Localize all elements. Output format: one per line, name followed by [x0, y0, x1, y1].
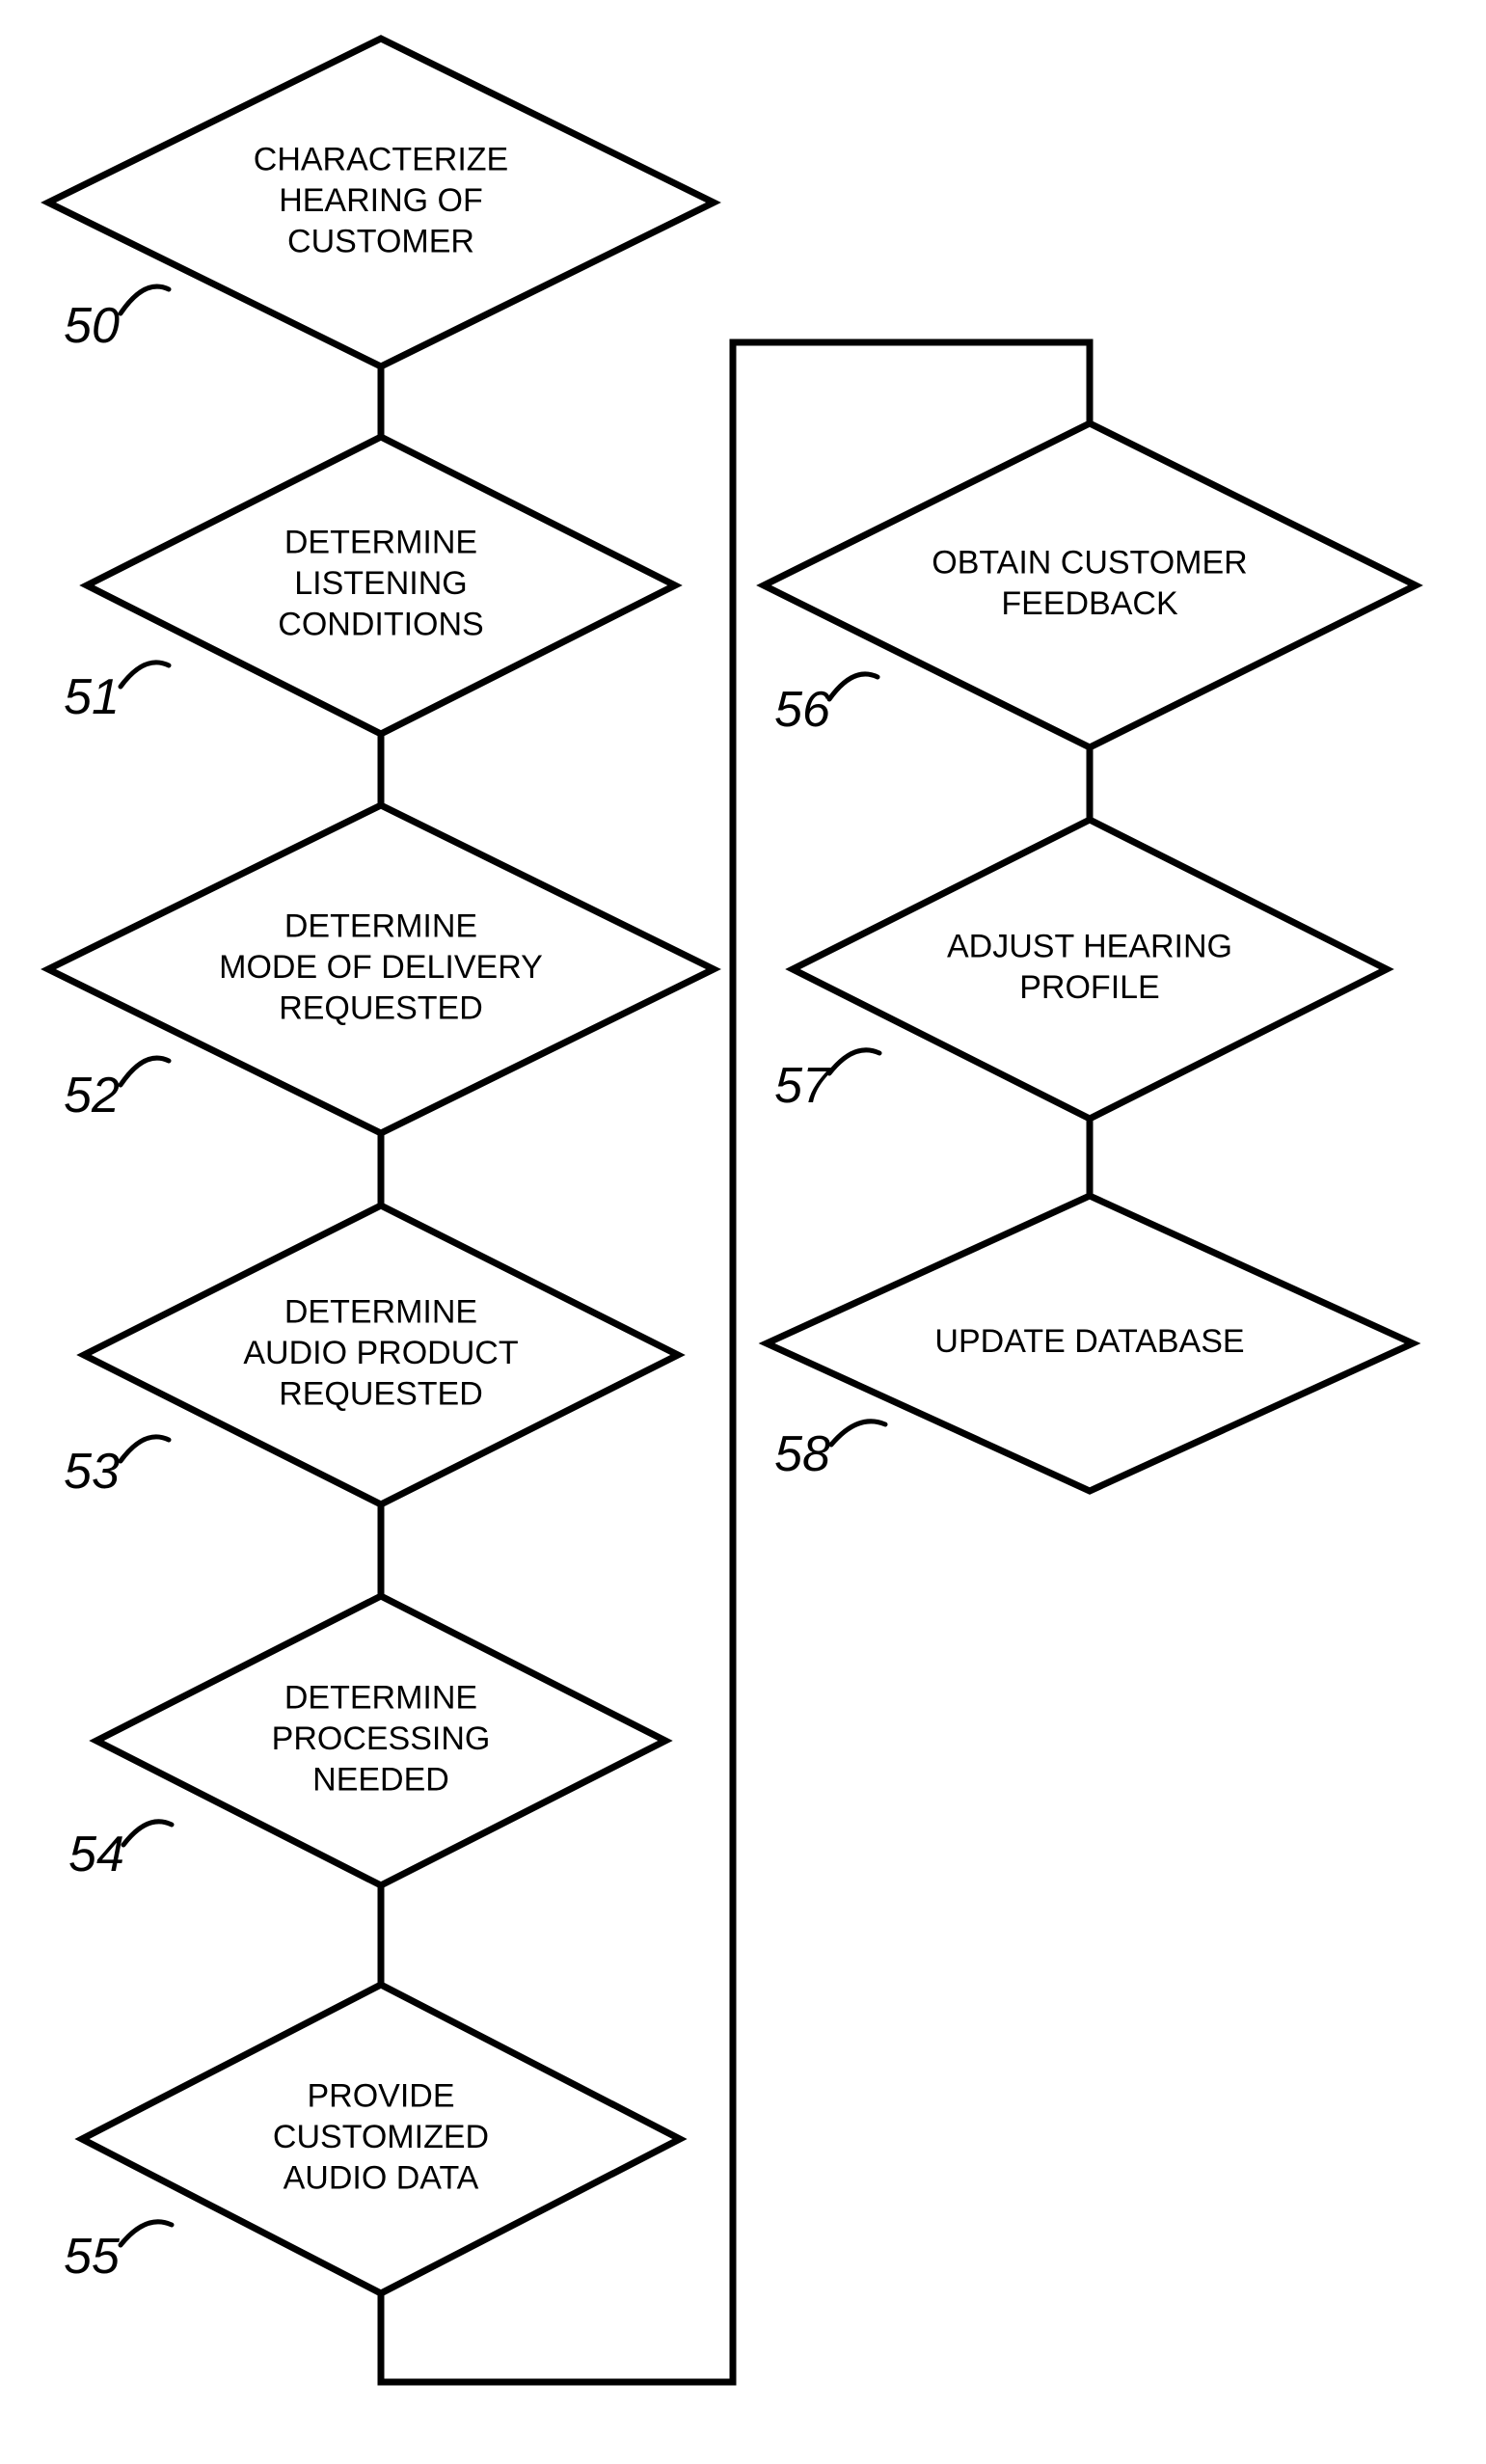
ref-leader-line	[121, 286, 169, 313]
node-label-line: CONDITIONS	[278, 606, 483, 642]
node-label-line: CUSTOMIZED	[273, 2119, 489, 2155]
node-label-line: PROCESSING	[272, 1720, 491, 1757]
node-label-line: UPDATE DATABASE	[934, 1323, 1244, 1360]
node-ref-number: 51	[64, 669, 120, 725]
node-label-line: AUDIO DATA	[284, 2159, 479, 2196]
node-label-line: OBTAIN CUSTOMER	[932, 545, 1247, 582]
node-label-line: AUDIO PRODUCT	[243, 1335, 518, 1371]
flow-node-55: PROVIDE CUSTOMIZED AUDIO DATA 55	[64, 1985, 680, 2293]
ref-leader-line	[831, 1422, 885, 1445]
flow-node-56: OBTAIN CUSTOMERFEEDBACK 56	[764, 423, 1416, 747]
node-ref-number: 58	[774, 1426, 830, 1482]
ref-leader-line	[121, 663, 169, 687]
node-label-line: PROVIDE	[307, 2077, 454, 2114]
flow-node-51: DETERMINE LISTENING CONDITIONS 51	[64, 437, 675, 734]
node-label-line: REQUESTED	[279, 989, 483, 1026]
node-label-line: FEEDBACK	[1001, 585, 1178, 622]
flowchart-diagram: CHARACTERIZE HEARING OF CUSTOMER 50 DETERMIN…	[0, 0, 1486, 2464]
flow-node-54: DETERMINE PROCESSING NEEDED 54	[68, 1596, 665, 1885]
node-label-line: NEEDED	[312, 1761, 449, 1798]
node-label-line: REQUESTED	[279, 1375, 483, 1412]
node-label-line: HEARING OF	[279, 182, 483, 219]
flow-node-52: DETERMINE MODE OF DELIVERYREQUESTED 52	[48, 805, 714, 1133]
node-label-line: DETERMINE	[284, 1679, 477, 1716]
node-label-line: ADJUST HEARING	[947, 929, 1232, 965]
flow-node-58: UPDATE DATABASE 58	[767, 1196, 1413, 1491]
node-label-line: LISTENING	[294, 565, 467, 602]
flow-node-57: ADJUST HEARING PROFILE 57	[774, 820, 1387, 1119]
node-ref-number: 52	[64, 1068, 120, 1124]
node-label-line: CUSTOMER	[287, 223, 474, 259]
node-label-line: DETERMINE	[284, 1293, 477, 1330]
node-label-line: PROFILE	[1019, 969, 1159, 1006]
node-label-line: DETERMINE	[284, 524, 477, 560]
flow-node-50: CHARACTERIZE HEARING OF CUSTOMER 50	[48, 39, 714, 366]
node-ref-number: 55	[64, 2229, 121, 2285]
ref-leader-line	[829, 1050, 879, 1073]
node-label-line: CHARACTERIZE	[254, 141, 508, 177]
node-label-line: DETERMINE	[284, 907, 477, 944]
ref-leader-line	[123, 1822, 172, 1845]
ref-leader-line	[121, 2222, 172, 2245]
node-label-line: MODE OF DELIVERY	[219, 949, 543, 986]
ref-leader-line	[829, 674, 878, 699]
node-ref-number: 50	[64, 298, 120, 354]
node-ref-number: 56	[774, 682, 830, 738]
node-ref-number: 53	[64, 1444, 120, 1500]
flow-node-53: DETERMINE AUDIO PRODUCT REQUESTED 53	[64, 1205, 678, 1504]
ref-leader-line	[121, 1437, 169, 1461]
ref-leader-line	[121, 1058, 169, 1085]
node-ref-number: 57	[774, 1058, 832, 1114]
node-ref-number: 54	[68, 1827, 124, 1882]
